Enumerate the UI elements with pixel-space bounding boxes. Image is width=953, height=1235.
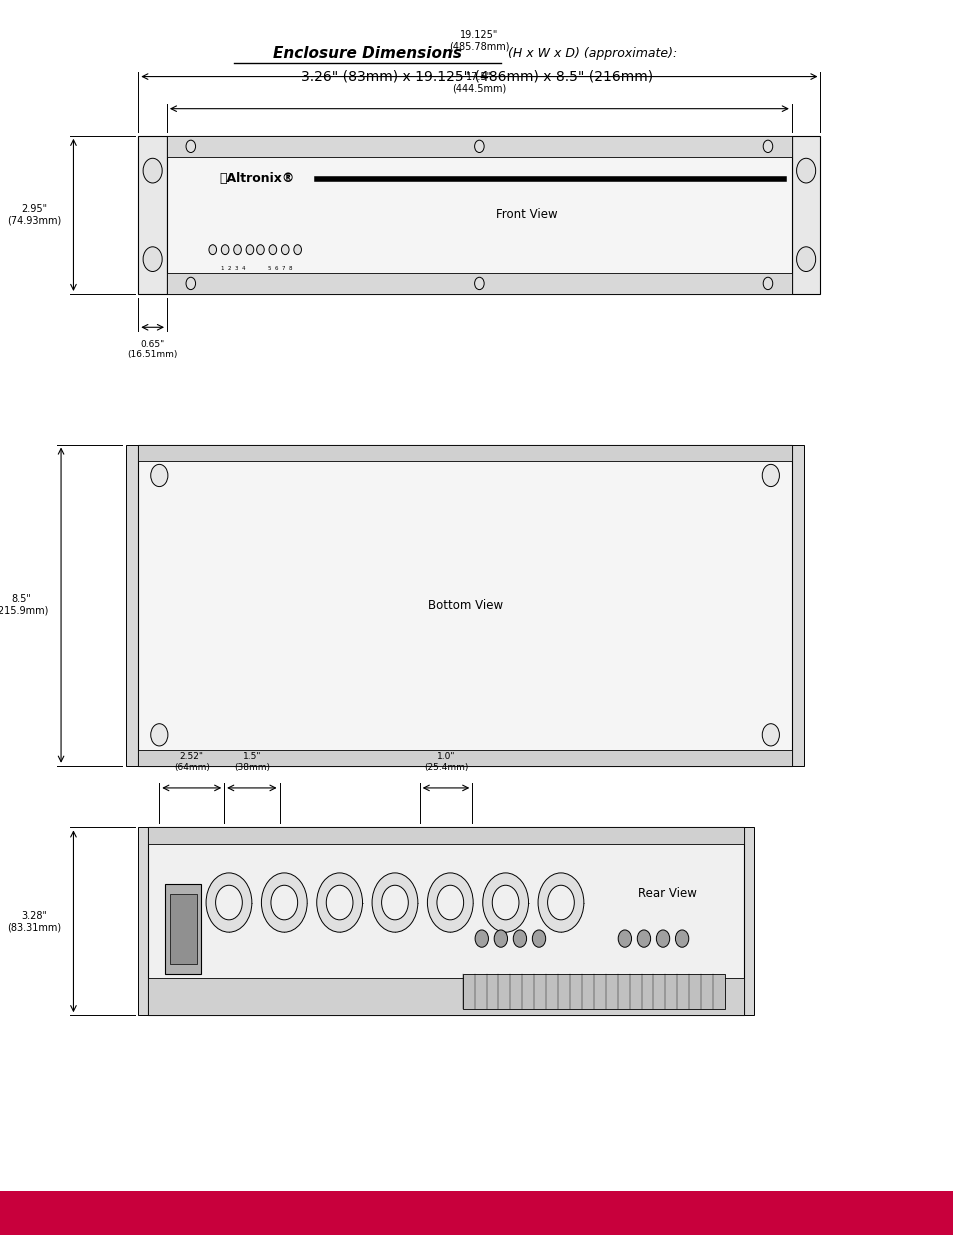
Bar: [167, 136, 791, 157]
Circle shape: [656, 930, 669, 947]
Circle shape: [532, 930, 545, 947]
Circle shape: [381, 885, 408, 920]
Bar: [138, 445, 791, 766]
Circle shape: [271, 885, 297, 920]
Circle shape: [761, 464, 779, 487]
Bar: [148, 978, 743, 1015]
Bar: [148, 827, 743, 844]
Circle shape: [618, 930, 631, 947]
Bar: [170, 894, 196, 965]
Text: 3.26" (83mm) x 19.125" (486mm) x 8.5" (216mm): 3.26" (83mm) x 19.125" (486mm) x 8.5" (2…: [300, 69, 653, 84]
Text: (H x W x D) (approximate):: (H x W x D) (approximate):: [503, 47, 677, 59]
Circle shape: [151, 464, 168, 487]
Circle shape: [762, 140, 772, 152]
Circle shape: [151, 724, 168, 746]
Text: 1.5"
(38mm): 1.5" (38mm): [233, 752, 270, 772]
Bar: [462, 974, 724, 1009]
Circle shape: [186, 278, 195, 290]
Bar: [126, 445, 138, 766]
Bar: [165, 884, 201, 974]
Circle shape: [269, 245, 276, 254]
Circle shape: [762, 278, 772, 290]
Circle shape: [474, 140, 483, 152]
Bar: [791, 136, 820, 294]
Circle shape: [246, 245, 253, 254]
Circle shape: [233, 245, 241, 254]
Circle shape: [675, 930, 688, 947]
Text: Front View: Front View: [496, 209, 558, 221]
Circle shape: [326, 885, 353, 920]
Text: 3.28"
(83.31mm): 3.28" (83.31mm): [7, 910, 61, 932]
Circle shape: [537, 873, 583, 932]
Circle shape: [372, 873, 417, 932]
Circle shape: [482, 873, 528, 932]
Circle shape: [294, 245, 301, 254]
Circle shape: [281, 245, 289, 254]
Circle shape: [143, 247, 162, 272]
Text: Rear View: Rear View: [638, 887, 697, 899]
Bar: [791, 445, 803, 766]
Bar: [743, 827, 753, 1015]
Text: 19.125"
(485.78mm): 19.125" (485.78mm): [449, 31, 509, 52]
Bar: [167, 136, 791, 294]
Circle shape: [761, 724, 779, 746]
Text: Enclosure Dimensions: Enclosure Dimensions: [273, 46, 461, 61]
Circle shape: [547, 885, 574, 920]
Circle shape: [316, 873, 362, 932]
Circle shape: [143, 158, 162, 183]
Circle shape: [427, 873, 473, 932]
Circle shape: [436, 885, 463, 920]
Circle shape: [475, 930, 488, 947]
Circle shape: [492, 885, 518, 920]
Circle shape: [256, 245, 264, 254]
Bar: [167, 273, 791, 294]
Circle shape: [796, 247, 815, 272]
Text: 5  6  7  8: 5 6 7 8: [268, 266, 293, 272]
Text: 1.0"
(25.4mm): 1.0" (25.4mm): [423, 752, 468, 772]
Text: 2.52"
(64mm): 2.52" (64mm): [173, 752, 210, 772]
Circle shape: [474, 278, 483, 290]
Circle shape: [796, 158, 815, 183]
Text: Altronix Corp. - 140 58th Street, Brooklyn, NY 11220 • 718-567-8181 • 888-258-76: Altronix Corp. - 140 58th Street, Brookl…: [164, 1208, 789, 1218]
Circle shape: [637, 930, 650, 947]
Bar: [138, 445, 791, 461]
Bar: [138, 750, 791, 766]
Bar: [148, 827, 743, 1015]
Text: 17.5"
(444.5mm): 17.5" (444.5mm): [452, 73, 506, 94]
Circle shape: [494, 930, 507, 947]
Text: ⒶAltronix®: ⒶAltronix®: [219, 172, 294, 185]
Text: 1  2  3  4: 1 2 3 4: [220, 266, 245, 272]
Circle shape: [186, 140, 195, 152]
Text: 0.65"
(16.51mm): 0.65" (16.51mm): [128, 340, 177, 359]
Circle shape: [261, 873, 307, 932]
Circle shape: [209, 245, 216, 254]
Text: 2.95"
(74.93mm): 2.95" (74.93mm): [7, 204, 61, 226]
Circle shape: [206, 873, 252, 932]
Bar: [138, 827, 148, 1015]
Circle shape: [513, 930, 526, 947]
Text: Bottom View: Bottom View: [427, 599, 502, 611]
Text: 8.5"
(215.9mm): 8.5" (215.9mm): [0, 594, 49, 616]
Circle shape: [221, 245, 229, 254]
Circle shape: [215, 885, 242, 920]
Bar: [138, 136, 167, 294]
